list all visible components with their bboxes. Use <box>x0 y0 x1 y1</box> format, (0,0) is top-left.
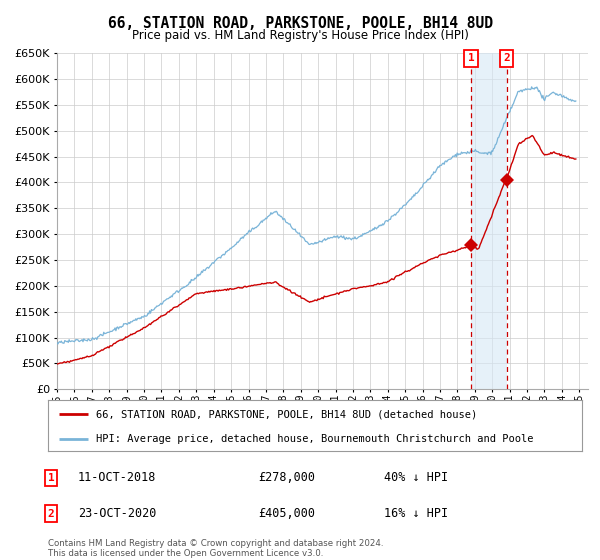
Text: 2: 2 <box>47 508 55 519</box>
Bar <box>471 53 506 389</box>
Text: £405,000: £405,000 <box>258 507 315 520</box>
Text: 23-OCT-2020: 23-OCT-2020 <box>78 507 157 520</box>
Text: 66, STATION ROAD, PARKSTONE, POOLE, BH14 8UD: 66, STATION ROAD, PARKSTONE, POOLE, BH14… <box>107 16 493 31</box>
Text: 40% ↓ HPI: 40% ↓ HPI <box>384 471 448 484</box>
Text: £278,000: £278,000 <box>258 471 315 484</box>
Text: 1: 1 <box>468 53 475 63</box>
Text: Price paid vs. HM Land Registry's House Price Index (HPI): Price paid vs. HM Land Registry's House … <box>131 29 469 42</box>
Text: 2: 2 <box>503 53 510 63</box>
Text: 16% ↓ HPI: 16% ↓ HPI <box>384 507 448 520</box>
Text: HPI: Average price, detached house, Bournemouth Christchurch and Poole: HPI: Average price, detached house, Bour… <box>96 434 533 444</box>
Text: 1: 1 <box>47 473 55 483</box>
Text: Contains HM Land Registry data © Crown copyright and database right 2024.
This d: Contains HM Land Registry data © Crown c… <box>48 539 383 558</box>
Text: 11-OCT-2018: 11-OCT-2018 <box>78 471 157 484</box>
Text: 66, STATION ROAD, PARKSTONE, POOLE, BH14 8UD (detached house): 66, STATION ROAD, PARKSTONE, POOLE, BH14… <box>96 409 478 419</box>
